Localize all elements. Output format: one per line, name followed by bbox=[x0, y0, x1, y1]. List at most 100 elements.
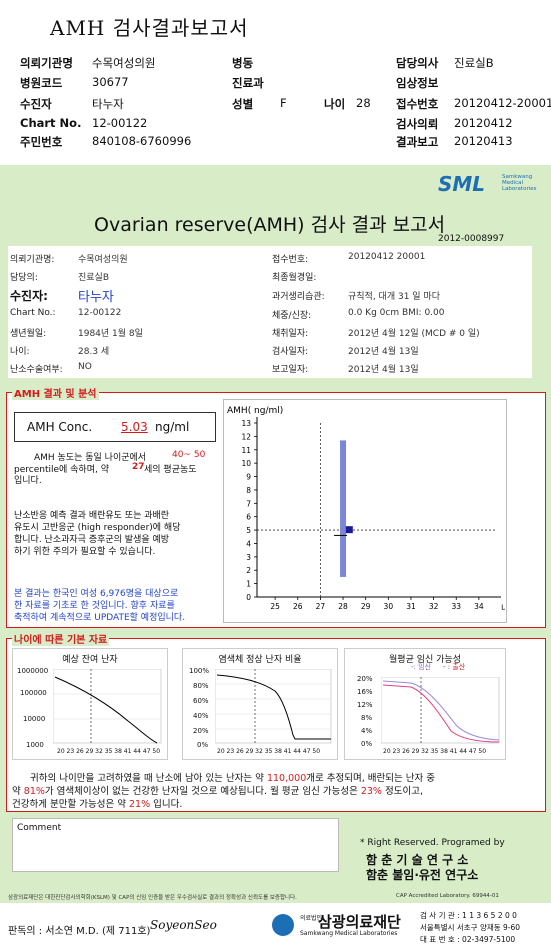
doctor-name: 판독의 : 서소연 M.D. (제 711호) bbox=[8, 926, 151, 937]
xticks: 20 23 26 29 32 35 38 41 44 47 50 bbox=[57, 748, 161, 755]
x-tick-label: 34 bbox=[474, 602, 484, 611]
header-label: 검사의뢰 bbox=[396, 117, 439, 131]
info-value: 규칙적, 대개 31 일 마다 bbox=[348, 292, 440, 302]
info-label: 채취일자: bbox=[272, 329, 309, 339]
x-tick-label: 27 bbox=[316, 602, 326, 611]
summary-text: 건강하게 분만할 가능성은 약 21% 입니다. bbox=[12, 796, 182, 810]
normal-egg-ratio-chart: 염색체 정상 난자 비율 100% 80% 60% 40% 20% 0% 20 … bbox=[182, 648, 338, 760]
header-value: 28 bbox=[356, 96, 371, 110]
header-label: 의뢰기관명 bbox=[20, 56, 73, 70]
mini-chart-title: 염색체 정상 난자 비율 bbox=[218, 655, 302, 665]
info-value: 0.0 Kg 0cm BMI: 0.00 bbox=[348, 308, 445, 318]
rights-line: * Right Reserved. Programed by bbox=[360, 838, 505, 848]
info-label: 과거생리습관: bbox=[272, 292, 325, 302]
comment-label: Comment bbox=[17, 823, 62, 833]
header-value: 12-00122 bbox=[92, 116, 148, 130]
foundation-logo-icon bbox=[272, 914, 294, 936]
foundation-english: Samkwang Medical Laboratories bbox=[300, 930, 398, 937]
summary-part: 건강하게 분만할 가능성은 약 bbox=[12, 799, 126, 810]
legend-birth: - : 출산 bbox=[443, 663, 466, 671]
ytick: 20% bbox=[357, 675, 373, 683]
footer-note: 삼광의료재단은 대한진단검사의학회(KSLM) 및 CAP의 신임 인증을 받은… bbox=[8, 895, 297, 901]
monthly-pregnancy-chart: 월평균 임신 가능성 -: 임신 - : 출산 20% 16% 12% 8% 4… bbox=[344, 648, 506, 760]
legend-pregnancy: -: 임신 bbox=[411, 663, 431, 671]
remaining-eggs-value: 110,000 bbox=[266, 773, 307, 784]
decline-curve bbox=[53, 669, 162, 744]
note-text: 본 결과는 한국인 여성 6,976명을 대상으로 bbox=[14, 589, 179, 599]
header-value: F bbox=[280, 96, 287, 110]
info-value: 2012년 4월 12일 (MCD # 0 일) bbox=[348, 329, 480, 339]
info-label: 최종월경일: bbox=[272, 273, 317, 283]
y-tick-label: 13 bbox=[241, 419, 251, 428]
header-value: 840108-6760996 bbox=[92, 134, 192, 148]
rights-line: 함춘 불임·유전 연구소 bbox=[366, 868, 479, 882]
equivalent-age: 27 bbox=[132, 462, 145, 472]
summary-text: 귀하의 나이만을 고려하였을 때 난소에 남아 있는 난자는 약 110,000… bbox=[30, 770, 435, 784]
x-tick-label: 26 bbox=[293, 602, 303, 611]
logo-sub: Laboratories bbox=[502, 186, 537, 192]
header-label: 나이 bbox=[324, 97, 346, 111]
summary-part: 개로 추정되며, 배란되는 난자 중 bbox=[306, 773, 435, 784]
foundation-name: 삼광의료재단 bbox=[318, 913, 401, 931]
y-tick-label: 5 bbox=[246, 526, 251, 535]
info-label: 담당의: bbox=[10, 273, 38, 283]
amh-chart-box bbox=[223, 399, 507, 623]
info-value: 20120412 20001 bbox=[348, 252, 426, 262]
ratio-curve bbox=[215, 669, 332, 744]
xticks: 20 23 26 29 32 35 38 41 44 47 50 bbox=[383, 748, 487, 755]
patient-info-panel bbox=[8, 246, 532, 378]
x-tick-label: 33 bbox=[451, 602, 461, 611]
info-label: 검사일자: bbox=[272, 347, 309, 357]
logo-sub: Samkwang bbox=[502, 174, 533, 180]
mini-chart-title: 예상 잔여 난자 bbox=[62, 655, 118, 665]
summary-part: 입니다. bbox=[153, 799, 183, 810]
note-text: 축적하여 계속적으로 UPDATE할 예정입니다. bbox=[14, 613, 186, 623]
y-axis-label: AMH( ng/ml) bbox=[227, 406, 283, 416]
remaining-eggs-chart: 예상 잔여 난자 1000000 100000 10000 1000 20 23… bbox=[12, 648, 168, 760]
xticks: 20 23 26 29 32 35 38 41 44 47 50 bbox=[217, 748, 321, 755]
info-value: 2012년 4월 13일 bbox=[348, 347, 419, 357]
info-label: 체중/신장: bbox=[272, 311, 312, 321]
summary-part: 가 염색체이상이 없는 건강한 난자일 것으로 예상됩니다. 월 평균 임신 가… bbox=[44, 786, 358, 797]
y-tick-label: 11 bbox=[241, 446, 251, 455]
summary-text: 약 81%가 염색체이상이 없는 건강한 난자일 것으로 예상됩니다. 월 평균… bbox=[12, 783, 423, 797]
interp-text: 난소반응 예측 결과 배란유도 또는 과배란 bbox=[14, 511, 170, 521]
y-tick-label: 2 bbox=[246, 566, 251, 575]
header-value: 진료실B bbox=[454, 56, 494, 70]
info-value: 1984년 1월 8일 bbox=[78, 329, 143, 339]
info-label: 생년월일: bbox=[10, 329, 47, 339]
ytick: 60% bbox=[193, 697, 209, 705]
header-value: 수목여성의원 bbox=[92, 56, 156, 70]
header-label: 임상정보 bbox=[396, 76, 439, 90]
header-label: 결과보고 bbox=[396, 135, 439, 149]
header-value: 타누자 bbox=[92, 97, 124, 111]
report-number: 2012-0008997 bbox=[438, 234, 505, 244]
interp-text: AMH 농도는 동일 나이군에서 bbox=[34, 453, 147, 463]
x-tick-label: 30 bbox=[384, 602, 394, 611]
info-label: 접수번호: bbox=[272, 255, 309, 265]
header-label: 담당의사 bbox=[396, 56, 439, 70]
interp-text: 하기 위한 주의가 필요할 수 있습니다. bbox=[14, 547, 156, 557]
header-label: 성별 bbox=[232, 97, 254, 111]
y-tick-label: 6 bbox=[246, 513, 251, 522]
ytick: 1000000 bbox=[17, 667, 49, 675]
header-value: 20120412 bbox=[454, 116, 513, 130]
summary-part: 약 bbox=[12, 786, 21, 797]
ytick: 12% bbox=[357, 701, 373, 709]
info-value: 12-00122 bbox=[78, 308, 122, 318]
y-tick-label: 4 bbox=[246, 539, 251, 548]
y-tick-label: 9 bbox=[246, 473, 251, 482]
pregnancy-value: 23% bbox=[360, 786, 382, 797]
amh-conc-box: AMH Conc. 5.03 ng/ml bbox=[14, 412, 216, 442]
ytick: 20% bbox=[193, 727, 209, 735]
header-label: 접수번호 bbox=[396, 97, 439, 111]
foundation-small-text: 의료법인 bbox=[300, 915, 323, 922]
age-range-bar bbox=[340, 440, 347, 577]
interp-text: 입니다. bbox=[14, 476, 42, 486]
ytick: 10000 bbox=[23, 715, 46, 723]
contact-line: 서울특별시 서초구 양재동 9-60 bbox=[420, 923, 521, 932]
report-title: Ovarian reserve(AMH) 검사 결과 보고서 bbox=[94, 214, 446, 236]
y-tick-label: 1 bbox=[246, 580, 251, 589]
info-value: 수목여성의원 bbox=[78, 255, 128, 265]
